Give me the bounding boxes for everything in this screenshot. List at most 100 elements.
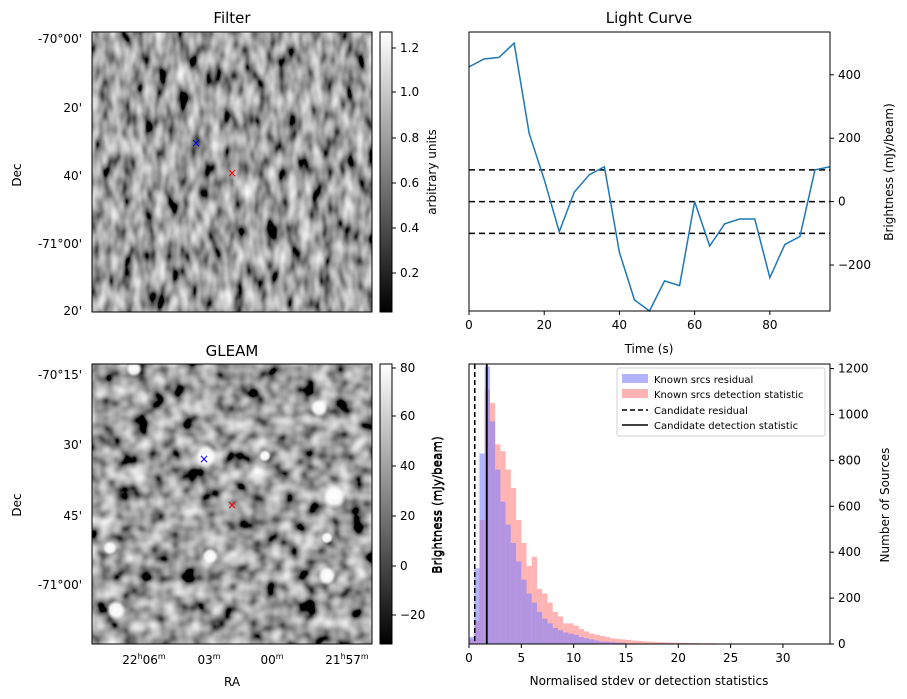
known-residual-bar (563, 632, 569, 644)
gleam-xtick: 03m (197, 652, 220, 667)
gleam-cbtick: 20 (400, 509, 415, 523)
light-curve-panel: Light Curve 0 20 40 60 80 −200 0 200 400 Time (… (465, 9, 896, 356)
x-tick-label: 80 (762, 318, 777, 332)
gleam-cbtick: 0 (400, 559, 408, 573)
gleam-colorbar (379, 363, 393, 645)
y-tick-label: 800 (838, 453, 861, 467)
known-residual-bar (557, 630, 564, 644)
histogram-panel: 0 5 10 15 20 25 30 0 200 400 600 800 1000 1200 Norma… (431, 362, 892, 688)
gleam-ylabel: Dec (10, 493, 24, 516)
filter-ytick: -71°00' (38, 237, 82, 251)
gleam-xlabel: RA (224, 675, 241, 689)
x-tick-label: 20 (537, 318, 552, 332)
x-tick-label: 10 (566, 651, 581, 665)
light-curve-xlabel: Time (s) (624, 342, 674, 356)
histogram-legend: Known srcs residual Known srcs detection… (616, 367, 826, 437)
known-residual-bar (495, 469, 501, 644)
known-detection-bar (599, 635, 606, 644)
filter-image-frame (91, 31, 373, 313)
gleam-image-frame (91, 363, 373, 645)
known-residual-bar (589, 639, 595, 644)
x-tick-label: 0 (465, 651, 473, 665)
known-residual-bar (547, 623, 553, 644)
y-tick-label: 0 (838, 195, 846, 209)
y-tick-label: 400 (838, 545, 861, 559)
filter-cbtick: 0.6 (400, 176, 419, 190)
known-residual-bar (500, 501, 506, 644)
known-detection-bar (662, 642, 668, 644)
light-curve-ylabel: Brightness (mJy/beam) (882, 103, 896, 241)
known-detection-bar (673, 642, 679, 644)
known-detection-bar (625, 639, 632, 644)
histogram-frame (468, 363, 831, 645)
known-detection-bar (610, 638, 616, 644)
filter-colorbar-ticks: 1.2 1.0 0.8 0.6 0.4 0.2 (392, 41, 419, 280)
known-detection-bar (584, 631, 590, 644)
filter-marker-blue: × (191, 136, 201, 150)
legend-swatch-known-residual (622, 374, 648, 383)
light-curve-series (468, 41, 831, 313)
known-residual-bar (620, 642, 626, 644)
gleam-cbtick: 60 (400, 409, 415, 423)
y-tick-label: 1000 (838, 407, 869, 421)
histogram-ylabel: Number of Sources (878, 448, 892, 563)
known-detection-bar (620, 639, 626, 644)
filter-cbtick: 0.2 (400, 266, 419, 280)
gleam-marker-red: × (227, 498, 237, 512)
light-curve-hlines (469, 169, 830, 235)
known-detection-bar (667, 642, 674, 644)
known-residual-bar (568, 633, 574, 644)
legend-label: Known srcs detection statistic (654, 390, 803, 401)
known-detection-bar (589, 633, 595, 644)
known-residual-bar (531, 602, 538, 644)
x-tick-label: 60 (687, 318, 702, 332)
filter-yticks: -70°00' 20' 40' -71°00' 20' (38, 32, 82, 318)
known-residual-bar (605, 641, 611, 644)
known-detection-bar (641, 641, 647, 644)
y-tick-label: 400 (838, 68, 861, 82)
legend-label: Known srcs residual (654, 375, 753, 386)
known-residual-bar (578, 637, 585, 644)
known-detection-bar (594, 634, 600, 644)
filter-title: Filter (213, 9, 251, 27)
y-tick-label: 600 (838, 499, 861, 513)
known-residual-bar (573, 634, 579, 644)
light-curve-line (468, 41, 831, 313)
x-tick-label: 30 (775, 651, 790, 665)
gleam-xtick: 22h06m (122, 652, 166, 667)
known-detection-bar (531, 556, 538, 644)
known-detection-bar (631, 640, 637, 644)
known-detection-bar (578, 629, 585, 644)
filter-ylabel: Dec (10, 163, 24, 186)
known-residual-bar (599, 641, 606, 644)
known-detection-bar (605, 637, 611, 644)
known-residual-bar (526, 593, 532, 644)
y-tick-label: 1200 (838, 362, 869, 376)
known-residual-bar (537, 611, 543, 644)
known-residual-bar (505, 524, 511, 644)
known-residual-bar (610, 642, 616, 644)
known-residual-bar (584, 638, 590, 644)
gleam-xticks: 22h06m 03m 00m 21h57m (122, 652, 369, 667)
filter-cbtick: 0.4 (400, 221, 419, 235)
legend-label: Candidate residual (654, 406, 748, 417)
legend-swatch-known-detection (622, 389, 648, 398)
filter-ytick: 20' (63, 304, 82, 318)
gleam-cbtick: 40 (400, 459, 415, 473)
light-curve-title: Light Curve (606, 9, 692, 27)
known-residual-bar (469, 637, 475, 644)
filter-image (92, 32, 372, 312)
filter-ytick: -70°00' (38, 32, 82, 46)
light-curve-yticks: −200 0 200 400 (830, 68, 871, 272)
histogram-xticks: 0 5 10 15 20 25 30 (465, 644, 791, 665)
x-tick-label: 15 (618, 651, 633, 665)
known-residual-bar (474, 568, 480, 644)
known-detection-bar (636, 640, 642, 644)
y-tick-label: 200 (838, 591, 861, 605)
known-residual-bar (615, 642, 621, 644)
x-tick-label: 5 (517, 651, 525, 665)
known-detection-bar (615, 638, 621, 644)
known-residual-bar (489, 421, 496, 644)
light-curve-frame (468, 31, 831, 312)
y-tick-label: 0 (838, 637, 846, 651)
